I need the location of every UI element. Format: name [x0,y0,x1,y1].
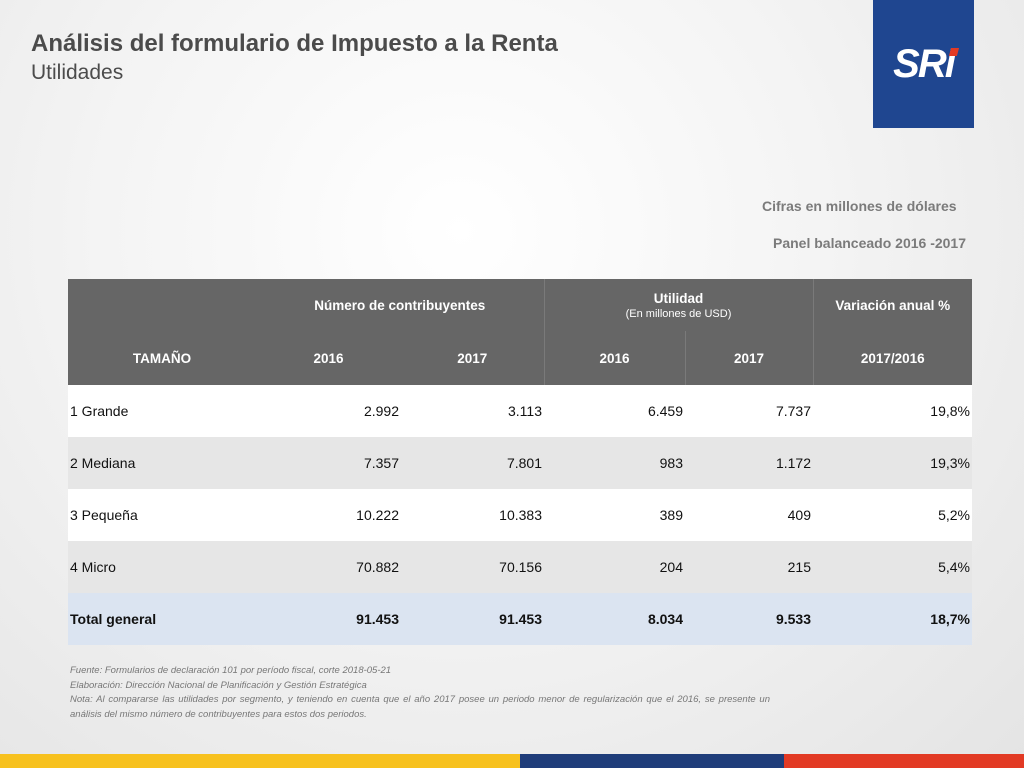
cell-contrib-2017: 3.113 [401,385,544,437]
footnote-nota: Nota: Al compararse las utilidades por s… [70,694,770,720]
table-row: 2 Mediana 7.357 7.801 983 1.172 19,3% [68,437,972,489]
col-utilidad-2017: 2017 [684,331,813,385]
cell-variacion: 5,2% [813,489,972,541]
cell-variacion: 19,8% [813,385,972,437]
cell-contrib-2017: 70.156 [401,541,544,593]
page-subtitle: Utilidades [31,61,124,84]
col-tamano: TAMAÑO [68,331,256,385]
cell-contrib-2016: 2.992 [256,385,401,437]
header-empty [68,279,256,331]
cell-tamano: 1 Grande [68,385,256,437]
cell-utilidad-2016: 983 [544,437,685,489]
table-row: 3 Pequeña 10.222 10.383 389 409 5,2% [68,489,972,541]
cell-contrib-2016: 91.453 [256,593,401,645]
cell-utilidad-2016: 8.034 [544,593,685,645]
footer-bar-red [784,754,1024,768]
cell-utilidad-2016: 6.459 [544,385,685,437]
footnote-fuente: Fuente: Formularios de declaración 101 p… [70,665,392,676]
logo-text: SRi [893,42,959,87]
col-utilidad-2016: 2016 [543,331,685,385]
cell-utilidad-2016: 389 [544,489,685,541]
table-row: 4 Micro 70.882 70.156 204 215 5,4% [68,541,972,593]
table-total-row: Total general 91.453 91.453 8.034 9.533 … [68,593,972,645]
header-utilidad: Utilidad (En millones de USD) [543,279,813,331]
panel-note: Panel balanceado 2016 -2017 [773,235,966,251]
cell-tamano: Total general [68,593,256,645]
header-utilidad-label: Utilidad [653,290,704,306]
footer-bar-navy [520,754,784,768]
col-contrib-2017: 2017 [401,331,544,385]
table-row: 1 Grande 2.992 3.113 6.459 7.737 19,8% [68,385,972,437]
cell-utilidad-2017: 215 [685,541,813,593]
page-title: Análisis del formulario de Impuesto a la… [31,30,558,57]
footer-bar-yellow [0,754,520,768]
cell-utilidad-2017: 409 [685,489,813,541]
sri-logo: SRi [873,0,974,128]
cell-variacion: 18,7% [813,593,972,645]
header-contribuyentes: Número de contribuyentes [256,279,544,331]
cell-contrib-2016: 7.357 [256,437,401,489]
cell-contrib-2017: 7.801 [401,437,544,489]
cell-contrib-2017: 10.383 [401,489,544,541]
cell-utilidad-2017: 7.737 [685,385,813,437]
units-note: Cifras en millones de dólares [762,198,957,214]
cell-variacion: 5,4% [813,541,972,593]
cell-utilidad-2016: 204 [544,541,685,593]
footnotes: Fuente: Formularios de declaración 101 p… [70,664,770,722]
cell-tamano: 3 Pequeña [68,489,256,541]
cell-variacion: 19,3% [813,437,972,489]
header-utilidad-units: (En millones de USD) [625,307,732,320]
cell-contrib-2016: 70.882 [256,541,401,593]
logo-dot-icon [948,47,959,56]
col-variacion: 2017/2016 [812,331,972,385]
cell-contrib-2016: 10.222 [256,489,401,541]
col-contrib-2016: 2016 [256,331,401,385]
cell-utilidad-2017: 9.533 [685,593,813,645]
utilidades-table: Número de contribuyentes Utilidad (En mi… [68,279,972,645]
cell-contrib-2017: 91.453 [401,593,544,645]
cell-tamano: 2 Mediana [68,437,256,489]
cell-tamano: 4 Micro [68,541,256,593]
footnote-elaboracion: Elaboración: Dirección Nacional de Plani… [70,679,367,691]
header-variacion: Variación anual % [812,279,972,331]
cell-utilidad-2017: 1.172 [685,437,813,489]
